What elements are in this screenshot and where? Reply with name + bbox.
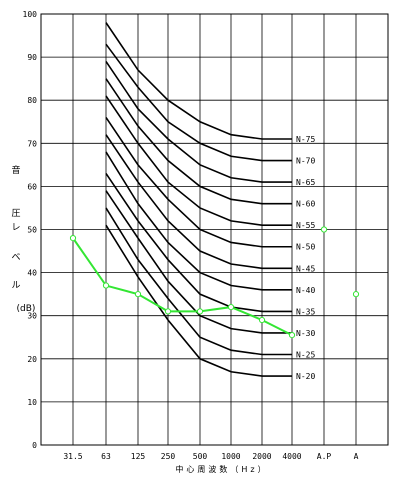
y-tick-label: 60 — [27, 182, 37, 191]
measured-point — [227, 303, 235, 311]
measured-series — [69, 226, 360, 339]
nc-curve-label: N-30 — [296, 329, 315, 338]
x-tick-label: 2000 — [252, 452, 271, 461]
nc-curve-label: N-70 — [296, 157, 315, 166]
measured-point — [164, 308, 172, 315]
x-axis-label: 中心周波数（Hz） — [175, 464, 268, 474]
y-tick-label: 10 — [27, 398, 37, 407]
y-tick-label: 30 — [27, 312, 37, 321]
nc-curve-line — [105, 95, 292, 226]
nc-curve-line — [105, 116, 292, 248]
nc-curve-line — [105, 173, 292, 313]
nc-curve-label: N-55 — [296, 221, 315, 230]
nc-curves — [105, 22, 292, 377]
y-tick-label: 100 — [23, 10, 38, 19]
x-tick-labels: 31.5 63 125 250 500 1000 2000 4000 A.P A — [63, 452, 358, 461]
nc-curve-line — [105, 190, 292, 334]
nc-curve-line — [105, 207, 292, 356]
measured-point-a — [352, 291, 360, 298]
measured-point-ap — [320, 226, 328, 233]
y-tick-label: 80 — [27, 96, 37, 105]
nc-curve-labels: N-75 N-70 N-65 N-60 N-55 N-50 N-45 N-40 N-35 N-30… — [296, 135, 315, 381]
x-tick-label: 500 — [193, 452, 208, 461]
nc-curve-line — [105, 78, 292, 205]
nc-curve-line — [105, 224, 292, 377]
x-tick-label: A.P — [317, 452, 332, 461]
nc-curve-line — [105, 60, 292, 183]
y-tick-label: 90 — [27, 53, 37, 62]
nc-curve-line — [105, 151, 292, 291]
measured-point — [134, 291, 142, 298]
y-axis-label-part: (dB) — [17, 304, 36, 314]
y-axis-label-part: レ — [11, 223, 20, 233]
y-tick-label: 40 — [27, 269, 37, 278]
measured-point — [288, 331, 296, 339]
nc-curve-label: N-45 — [296, 264, 315, 273]
x-tick-label: 4000 — [282, 452, 301, 461]
y-axis-label-part: 音 — [11, 164, 20, 176]
x-tick-label: 250 — [161, 452, 176, 461]
y-axis-label-part: ル — [11, 281, 20, 291]
x-tick-label: A — [354, 452, 359, 461]
nc-curve-label: N-60 — [296, 200, 315, 209]
y-axis-label-part: 圧 — [11, 208, 20, 219]
nc-curve-label: N-20 — [296, 372, 315, 381]
nc-curve-label: N-50 — [296, 243, 315, 252]
measured-point — [69, 235, 77, 242]
x-tick-label: 1000 — [221, 452, 240, 461]
x-tick-label: 63 — [101, 452, 111, 461]
nc-curve-line — [105, 43, 292, 162]
y-tick-label: 50 — [27, 226, 37, 235]
measured-line — [72, 237, 293, 336]
measured-point — [102, 282, 110, 289]
nc-curve-label: N-65 — [296, 178, 315, 187]
nc-curve-label: N-75 — [296, 135, 315, 144]
nc-curve-line — [105, 134, 292, 270]
nc-curve-label: N-25 — [296, 350, 315, 359]
x-tick-label: 125 — [131, 452, 146, 461]
nc-curve-label: N-35 — [296, 307, 315, 316]
y-tick-label: 70 — [27, 139, 37, 148]
y-tick-label: 20 — [27, 355, 37, 364]
y-tick-label: 0 — [32, 441, 37, 450]
measured-point — [258, 316, 266, 324]
x-tick-label: 31.5 — [63, 452, 82, 461]
nc-curve-label: N-40 — [296, 286, 315, 295]
nc-curve-line — [105, 22, 292, 140]
y-axis-label-part: ベ — [11, 253, 20, 263]
y-tick-labels: 0 10 20 30 40 50 60 70 80 90 100 — [23, 10, 38, 450]
grid — [40, 13, 389, 446]
measured-point — [196, 308, 204, 315]
